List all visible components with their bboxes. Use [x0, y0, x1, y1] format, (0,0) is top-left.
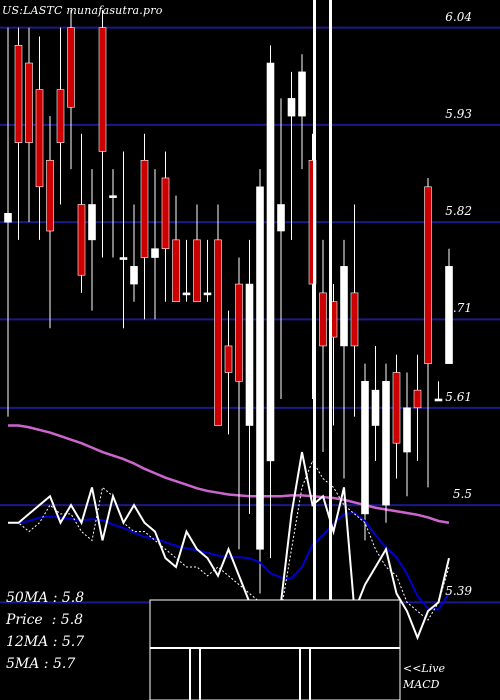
y-tick-label: 5.5	[452, 487, 472, 502]
candle-up	[151, 248, 159, 258]
candle-down	[193, 239, 201, 303]
info-price: Price : 5.8	[6, 612, 84, 628]
y-tick-label: 5.71	[445, 301, 472, 316]
y-tick-label: 5.39	[445, 584, 472, 599]
candle-up	[119, 257, 128, 260]
y-tick-label: 5.82	[445, 204, 472, 219]
candle-down	[424, 186, 432, 364]
candle-up	[371, 389, 380, 426]
indicator-lines	[8, 451, 450, 641]
candle-down	[77, 204, 86, 276]
candle-up	[88, 204, 96, 241]
candle-down	[161, 177, 170, 249]
candle-up	[182, 292, 191, 296]
candle-down	[235, 283, 243, 382]
candle-up	[287, 98, 296, 117]
candle-up	[445, 266, 453, 364]
candle-down	[56, 89, 65, 143]
y-tick-label: 6.04	[445, 9, 472, 24]
candle-down	[224, 345, 233, 373]
candle-up	[403, 407, 411, 453]
candle-down	[98, 27, 107, 152]
macd-panel	[149, 599, 401, 700]
candle-up	[245, 283, 254, 426]
candle-up	[256, 186, 264, 550]
crosshair-cursor	[313, 0, 332, 650]
candle-down	[14, 45, 23, 143]
candle-down	[46, 159, 54, 232]
price-path	[8, 451, 450, 641]
ma-long-line	[8, 424, 450, 524]
candle-down	[67, 27, 75, 108]
candle-down	[35, 89, 44, 188]
candle-up	[266, 62, 275, 462]
candle-down	[25, 62, 33, 143]
watermark: US:LASTC munafasutra.pro	[2, 4, 163, 17]
candle-down	[214, 239, 222, 426]
info-ma50: 50MA : 5.8	[6, 590, 85, 606]
candle-up	[340, 266, 348, 347]
y-tick-label: 5.93	[445, 106, 472, 121]
candle-down	[413, 389, 422, 409]
candle-up	[298, 71, 306, 117]
candle-down	[392, 372, 401, 444]
candle-up	[361, 381, 369, 515]
candle-up	[109, 195, 117, 198]
candle-up	[382, 381, 390, 506]
candle-down	[350, 292, 359, 347]
candle-down	[140, 159, 149, 258]
info-ma12: 12MA : 5.7	[6, 634, 85, 650]
candle-up	[130, 266, 138, 285]
ma-short-path	[8, 459, 450, 621]
y-tick-label: 5.61	[445, 389, 472, 404]
info-ma5: 5MA : 5.7	[6, 656, 76, 672]
candle-bodies	[4, 27, 453, 550]
candle-down	[172, 239, 180, 303]
ma-long-path	[8, 424, 450, 524]
candle-up	[203, 292, 212, 296]
macd-live-label: <<Live	[403, 662, 445, 675]
candle-up	[4, 213, 12, 223]
macd-label: MACD	[403, 678, 440, 691]
candle-up	[277, 204, 285, 232]
candle-down	[319, 292, 327, 347]
candle-up	[434, 398, 443, 402]
